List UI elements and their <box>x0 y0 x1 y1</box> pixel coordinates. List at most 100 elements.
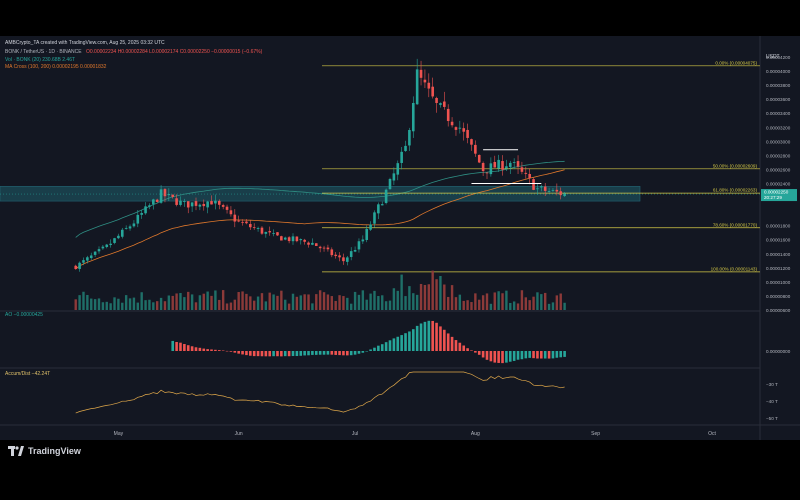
candle-body <box>82 260 85 263</box>
volume-bar <box>412 293 415 310</box>
ao-bar <box>400 335 403 351</box>
chart-panel <box>0 36 800 440</box>
candle-body <box>563 193 566 197</box>
ao-bar <box>221 350 225 352</box>
candle-body <box>384 189 388 203</box>
candle-body <box>404 145 407 151</box>
candle-body <box>155 199 159 202</box>
candle-body <box>373 212 376 224</box>
candle-body <box>237 220 240 222</box>
volume-bar <box>218 299 221 310</box>
candle-body <box>349 251 353 257</box>
time-tick: Jul <box>352 431 358 437</box>
time-tick: Oct <box>708 431 716 437</box>
volume-bar <box>559 293 562 310</box>
volume-bar <box>198 295 202 310</box>
candle-body <box>311 242 314 245</box>
ao-bar <box>349 351 353 356</box>
price-tick: 0.00002800 <box>766 153 791 158</box>
symbol-line: BONK / TetherUS · 1D · BINANCE O0.000022… <box>5 49 262 55</box>
ao-bar <box>470 350 473 351</box>
ao-bar <box>377 345 380 351</box>
candle-body <box>481 163 485 172</box>
volume-bar <box>474 293 477 310</box>
candle-body <box>179 200 182 205</box>
ao-bar <box>380 344 384 351</box>
candle-body <box>377 204 380 214</box>
ao-bar <box>555 351 559 358</box>
candle-body <box>338 255 341 258</box>
ao-bar <box>419 323 423 351</box>
ao-bar <box>392 338 396 351</box>
volume-bar <box>295 296 299 310</box>
candle-body <box>439 103 442 105</box>
candle-body <box>287 237 291 242</box>
ao-bar <box>264 351 268 357</box>
candle-body <box>408 130 411 146</box>
candle-body <box>198 204 202 207</box>
candle-body <box>256 228 260 229</box>
ad-legend: Accum/Dist −42.24T <box>5 371 51 377</box>
candle-body <box>214 200 217 204</box>
ao-bar <box>346 351 349 356</box>
volume-bar <box>90 298 93 310</box>
candle-body <box>140 213 143 215</box>
candle-body <box>334 254 337 257</box>
volume-bar <box>105 301 108 310</box>
volume-bar <box>458 294 462 310</box>
candle-body <box>559 191 563 196</box>
volume-bar <box>260 293 264 310</box>
candle-body <box>388 178 392 190</box>
candle-body <box>501 161 504 170</box>
ao-bar <box>353 351 357 355</box>
volume-bar <box>167 295 171 310</box>
ao-bar <box>489 351 493 362</box>
ao-bar <box>481 351 485 358</box>
volume-bar <box>485 293 489 310</box>
ao-bar <box>450 336 454 351</box>
symbol-text: BONK / TetherUS · 1D · BINANCE <box>5 49 82 55</box>
fib-level-label: 100.00% (0.00001143) <box>711 266 758 271</box>
volume-bar <box>470 302 473 310</box>
candle-body <box>190 202 194 207</box>
candle-body <box>93 251 97 255</box>
ao-bar <box>454 340 458 351</box>
candle-body <box>512 162 516 163</box>
candle-body <box>295 236 299 242</box>
volume-bar <box>443 284 446 310</box>
ao-bar <box>501 351 504 364</box>
ao-bar <box>322 351 326 355</box>
ao-bar <box>299 351 303 356</box>
ad-tick: −30 T <box>766 382 778 387</box>
ao-bar <box>307 351 310 356</box>
candle-body <box>241 221 244 223</box>
candle-body <box>470 139 473 145</box>
volume-bar <box>121 302 124 310</box>
ao-bar <box>338 351 341 356</box>
candle-body <box>260 227 264 234</box>
volume-bar <box>318 290 322 310</box>
candle-body <box>124 227 128 229</box>
ao-bar <box>237 351 240 354</box>
ao-bar <box>171 340 175 351</box>
volume-bar <box>540 294 543 310</box>
candle-body <box>326 247 330 250</box>
volume-bar <box>117 298 120 310</box>
volume-bar <box>128 298 132 310</box>
volume-bar <box>183 297 186 310</box>
price-tick: 0.00001400 <box>766 252 791 257</box>
candle-body <box>330 249 334 256</box>
volume-bar <box>524 297 527 310</box>
candle-body <box>547 191 551 192</box>
ao-bar <box>435 322 438 351</box>
fib-level-label: 61.80% (0.00002263) <box>713 188 758 193</box>
brand-name: TradingView <box>28 446 81 456</box>
candle-body <box>520 167 524 172</box>
ao-bar <box>423 321 427 351</box>
ao-bar <box>474 351 477 353</box>
candle-body <box>264 231 268 234</box>
candle-body <box>299 239 303 241</box>
volume-bar <box>245 293 248 310</box>
candle-body <box>505 166 508 169</box>
ao-bar <box>524 351 528 359</box>
